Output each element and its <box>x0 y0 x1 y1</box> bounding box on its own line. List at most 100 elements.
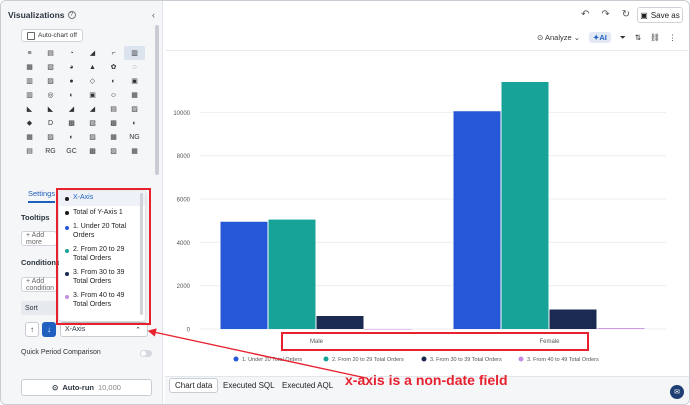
chart-type-option[interactable]: ▩ <box>89 148 96 155</box>
chart-type-option[interactable]: ◇ <box>89 78 96 85</box>
chart-type-option[interactable]: ◕ <box>69 63 74 71</box>
chart-type-option[interactable]: ◐ <box>132 119 137 127</box>
chart-type-option[interactable]: ▦ <box>26 64 33 71</box>
bar <box>316 316 364 329</box>
panel-scrollbar[interactable] <box>155 25 159 175</box>
bottom-tabs-bar <box>165 376 689 404</box>
chart-type-option[interactable]: ▨ <box>110 148 117 155</box>
chart-type-option[interactable]: ✿ <box>110 64 117 71</box>
sort-field-select[interactable]: X-Axis ⌃ <box>60 322 148 337</box>
collapse-panel-icon[interactable]: ‹ <box>152 10 155 20</box>
y-tick-label: 6000 <box>177 198 191 204</box>
chart-type-option[interactable]: ◔ <box>69 49 74 57</box>
tab-chart-data[interactable]: Chart data <box>169 378 219 393</box>
chart-type-option[interactable]: ◎ <box>47 92 54 99</box>
bar <box>364 329 412 330</box>
chart-type-option[interactable]: ▩ <box>68 120 75 127</box>
chart-type-option[interactable]: ▦ <box>131 92 138 99</box>
undo-icon[interactable]: ↶ <box>581 9 590 20</box>
chart-type-option[interactable]: ◣ <box>26 106 33 113</box>
chart-type-option[interactable]: ◢ <box>89 50 96 57</box>
series-color-dot <box>65 196 69 201</box>
annotation-text: x-axis is a non-date field <box>345 372 508 388</box>
chart-type-option[interactable]: ▨ <box>89 134 96 141</box>
tab-settings[interactable]: Settings <box>28 189 56 203</box>
add-condition-button[interactable]: + Add condition <box>21 277 57 292</box>
chart-type-option[interactable]: GC <box>66 147 77 155</box>
auto-chart-label: Auto-chart off <box>38 32 77 39</box>
chart-type-option[interactable]: ◆ <box>26 120 33 127</box>
sort-ascending-button[interactable]: ↑ <box>25 322 39 337</box>
dropdown-option[interactable]: X-Axis <box>59 191 145 206</box>
chart-type-option[interactable]: ◐ <box>69 91 74 99</box>
filter-icon[interactable]: ⏷ <box>619 32 626 42</box>
series-color-dot <box>65 225 69 230</box>
bar <box>453 111 501 329</box>
chart-type-option[interactable]: ▨ <box>47 78 54 85</box>
auto-run-count: 10,000 <box>98 383 121 392</box>
chart-type-option[interactable]: ▩ <box>110 120 117 127</box>
help-icon[interactable]: ? <box>67 11 76 19</box>
chart-type-option[interactable]: ▦ <box>26 134 33 141</box>
play-icon: ⊙ <box>52 383 59 392</box>
chart-type-option[interactable]: ◐ <box>111 77 116 85</box>
dropdown-option[interactable]: 3. From 40 to 49 Total Orders <box>59 289 145 312</box>
chart-type-option[interactable]: ▥ <box>124 46 145 60</box>
chart-type-option[interactable]: ▣ <box>89 92 96 99</box>
split-icon[interactable]: ⇅ <box>634 33 642 42</box>
dropdown-option[interactable]: 3. From 30 to 39 Total Orders <box>59 266 145 289</box>
chart-type-option[interactable]: ▥ <box>26 78 33 85</box>
chart-type-option[interactable]: NG <box>129 133 140 141</box>
chart-type-option[interactable]: ▨ <box>131 106 138 113</box>
chart-type-option[interactable]: RG <box>45 147 56 155</box>
chart-type-option[interactable]: ≡ <box>27 49 32 57</box>
chart-type-option[interactable]: ▧ <box>47 64 54 71</box>
chart-type-option[interactable]: ▲ <box>89 63 96 71</box>
dropdown-option-label: 3. From 40 to 49 Total Orders <box>73 292 125 308</box>
series-color-dot <box>65 211 69 215</box>
highlight-box-x-axis <box>281 332 589 351</box>
auto-chart-button[interactable]: Auto-chart off <box>21 29 83 42</box>
sort-label: Sort <box>21 301 57 315</box>
auto-run-button[interactable]: ⊙ Auto-run 10,000 <box>21 379 152 396</box>
chart-type-option[interactable]: D <box>47 119 54 127</box>
save-as-button[interactable]: ▣ Save as <box>637 7 683 23</box>
chart-type-option[interactable]: ● <box>69 77 74 85</box>
chart-type-option[interactable]: ▦ <box>131 148 138 155</box>
chart-type-option[interactable]: ◌ <box>132 63 137 71</box>
chart-type-option[interactable]: ▥ <box>26 92 33 99</box>
dropdown-option[interactable]: Total of Y-Axis 1 <box>59 206 145 221</box>
chart-type-option[interactable]: ▦ <box>110 134 117 141</box>
chat-icon[interactable]: ✉ <box>670 385 684 399</box>
link-icon[interactable]: ⛓ <box>650 33 660 42</box>
chart-type-option[interactable]: ▤ <box>110 106 117 113</box>
ai-button[interactable]: ✦AI <box>589 32 611 43</box>
legend-swatch <box>323 356 329 362</box>
redo-icon[interactable]: ↷ <box>601 9 610 20</box>
chart-type-option[interactable]: ⌐ <box>111 49 116 57</box>
chart-type-option[interactable]: ◢ <box>68 106 75 113</box>
chart-type-option[interactable]: ◣ <box>47 106 54 113</box>
chart-type-option[interactable]: ▣ <box>131 78 138 85</box>
chart-type-option[interactable]: ☺ <box>109 91 118 99</box>
chart-type-option[interactable]: ◢ <box>89 106 96 113</box>
chart-type-option[interactable]: ▤ <box>26 148 33 155</box>
refresh-icon[interactable]: ↻ <box>621 9 631 20</box>
add-more-button[interactable]: + Add more <box>21 231 57 246</box>
quick-period-toggle[interactable] <box>140 350 152 357</box>
dropdown-scrollbar[interactable] <box>140 193 143 315</box>
dropdown-option[interactable]: 1. Under 20 Total Orders <box>59 220 145 243</box>
y-tick-label: 8000 <box>177 154 191 160</box>
series-color-dot <box>65 294 69 299</box>
analyze-button[interactable]: ⊙ Analyze ⌄ <box>537 33 581 42</box>
chart-type-option[interactable]: ▨ <box>47 134 54 141</box>
tab-executed-aql[interactable]: Executed AQL <box>282 381 334 390</box>
sort-descending-button[interactable]: ↓ <box>42 322 56 337</box>
chart-type-option[interactable]: ◐ <box>69 133 74 141</box>
chart-type-option[interactable]: ▤ <box>47 50 54 57</box>
dropdown-option[interactable]: 2. From 20 to 29 Total Orders <box>59 243 145 266</box>
chart-type-option[interactable]: ▧ <box>89 120 96 127</box>
more-icon[interactable]: ⋮ <box>668 33 677 42</box>
tab-executed-sql[interactable]: Executed SQL <box>223 381 275 390</box>
